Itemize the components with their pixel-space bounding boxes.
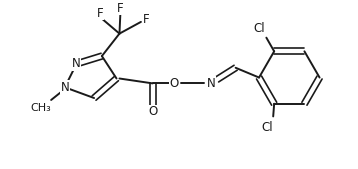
Text: Cl: Cl xyxy=(262,121,273,134)
Text: N: N xyxy=(72,57,81,70)
Text: Cl: Cl xyxy=(254,22,265,35)
Text: O: O xyxy=(169,77,179,90)
Text: F: F xyxy=(97,7,103,20)
Text: O: O xyxy=(148,105,157,118)
Text: F: F xyxy=(117,2,124,15)
Text: N: N xyxy=(61,81,69,94)
Text: CH₃: CH₃ xyxy=(30,103,51,113)
Text: N: N xyxy=(207,77,216,90)
Text: F: F xyxy=(142,14,149,26)
